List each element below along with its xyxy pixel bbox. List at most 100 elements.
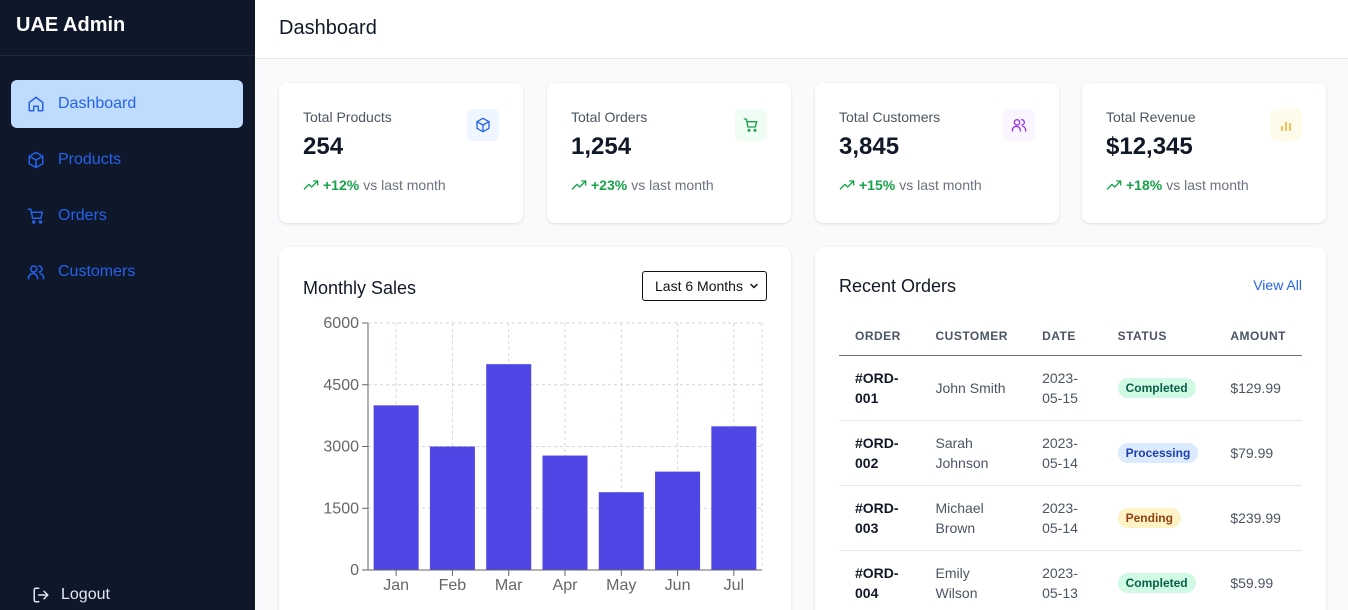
chevron-down-icon (750, 283, 758, 289)
logout-icon (33, 587, 49, 603)
logout-button[interactable]: Logout (32, 585, 110, 605)
amount-cell: $239.99 (1214, 485, 1302, 551)
stat-value: $12,345 (1106, 133, 1193, 160)
status-badge: Completed (1117, 378, 1196, 398)
column-header-amount: AMOUNT (1214, 317, 1302, 356)
x-tick-label: Jul (724, 577, 744, 594)
stat-card-orders: Total Orders 1,254 +23% vs last month (547, 83, 791, 223)
table-row[interactable]: #ORD-002 Sarah Johnson 2023-05-14 Processin… (839, 420, 1302, 486)
bar (598, 492, 644, 570)
trending-up-icon (571, 180, 587, 190)
y-tick-label: 4500 (323, 377, 359, 394)
status-cell: Completed (1101, 550, 1215, 610)
date-cell: 2023-05-13 (1026, 550, 1102, 610)
bar (429, 446, 475, 570)
sidebar-item-label: Customers (58, 263, 136, 280)
logout-label: Logout (61, 586, 110, 603)
box-icon (28, 151, 44, 169)
stat-label: Total Revenue (1106, 109, 1196, 125)
page-title: Dashboard (279, 17, 377, 39)
status-cell: Pending (1101, 485, 1215, 551)
stat-change-suffix: vs last month (1166, 177, 1249, 193)
column-header-order: ORDER (839, 317, 920, 356)
table-row[interactable]: #ORD-004 Emily Wilson 2023-05-13 Completed $… (839, 550, 1302, 610)
column-header-status: STATUS (1101, 317, 1215, 356)
x-tick-label: Jan (383, 577, 409, 594)
stat-card-revenue: Total Revenue $12,345 +18% vs last month (1082, 83, 1326, 223)
stat-trend: +15% vs last month (839, 177, 1035, 193)
status-badge: Processing (1117, 443, 1199, 463)
stat-value: 1,254 (571, 133, 632, 160)
x-tick-label: Jun (665, 577, 691, 594)
sidebar-item-label: Dashboard (58, 95, 137, 112)
column-header-customer: CUSTOMER (919, 317, 1027, 356)
trending-up-icon (303, 180, 319, 190)
sidebar-item-label: Products (58, 151, 122, 168)
sales-range-select[interactable]: Last 6 Months (642, 271, 767, 301)
y-tick-label: 1500 (323, 500, 359, 517)
top-header: Dashboard (255, 0, 1348, 59)
recent-orders-card: Recent Orders View All ORDER CUSTOMER DA… (815, 247, 1326, 610)
stat-change-suffix: vs last month (363, 177, 446, 193)
brand-title: UAE Admin (0, 0, 255, 56)
table-row[interactable]: #ORD-001 John Smith 2023-05-15 Completed $12… (839, 355, 1302, 421)
orders-table-body: #ORD-001 John Smith 2023-05-15 Completed $12… (839, 355, 1302, 610)
orders-table: ORDER CUSTOMER DATE STATUS AMOUNT #ORD-0… (839, 317, 1302, 610)
x-tick-label: Mar (495, 577, 523, 594)
bar (486, 364, 532, 570)
column-header-date: DATE (1026, 317, 1102, 356)
amount-cell: $79.99 (1214, 420, 1302, 486)
amount-cell: $59.99 (1214, 550, 1302, 610)
sidebar-item-label: Orders (58, 207, 107, 224)
sidebar-item-customers[interactable]: Customers (11, 248, 243, 296)
orders-title: Recent Orders (839, 276, 957, 296)
stat-label: Total Products (303, 109, 392, 125)
users-icon (27, 265, 45, 280)
status-badge: Completed (1117, 573, 1196, 593)
x-tick-label: Feb (439, 577, 467, 594)
stat-icon-box (467, 109, 499, 141)
bar (655, 471, 701, 570)
stat-value: 254 (303, 133, 344, 160)
order-id-cell: #ORD-004 (839, 550, 920, 610)
view-all-link[interactable]: View All (1253, 277, 1302, 293)
trending-up-icon (839, 180, 855, 190)
customer-cell: John Smith (919, 355, 1027, 421)
sidebar-nav: Dashboard Products Orders Customers (0, 56, 255, 296)
users-icon (1011, 119, 1027, 132)
stat-change: +23% (591, 177, 628, 193)
bar (542, 455, 588, 570)
sales-range-value: Last 6 Months (655, 278, 743, 294)
status-cell: Completed (1101, 355, 1215, 421)
sidebar-item-dashboard[interactable]: Dashboard (11, 80, 243, 128)
customer-cell: Sarah Johnson (919, 420, 1027, 486)
stat-change: +18% (1126, 177, 1163, 193)
order-id-cell: #ORD-001 (839, 355, 920, 421)
monthly-sales-card: 0 1500 3000 4500 6000 Jan Feb Mar Apr May Jun Jul M… (279, 247, 791, 610)
stat-change: +12% (323, 177, 360, 193)
date-cell: 2023-05-14 (1026, 420, 1102, 486)
stat-label: Total Orders (571, 109, 648, 125)
sidebar-item-orders[interactable]: Orders (11, 192, 243, 240)
order-id-cell: #ORD-002 (839, 420, 920, 486)
y-tick-label: 3000 (323, 439, 359, 456)
sidebar: UAE Admin Dashboard Products Orders Cust… (0, 0, 255, 610)
monthly-sales-chart: 0 1500 3000 4500 6000 Jan Feb Mar Apr May Jun Jul (323, 315, 763, 594)
stat-change-suffix: vs last month (631, 177, 714, 193)
cart-icon (743, 118, 758, 132)
stat-icon-box (1003, 109, 1035, 141)
table-row[interactable]: #ORD-003 Michael Brown 2023-05-14 Pending $2… (839, 485, 1302, 551)
stat-trend: +12% vs last month (303, 177, 499, 193)
stat-label: Total Customers (839, 109, 941, 125)
sidebar-item-products[interactable]: Products (11, 136, 243, 184)
stat-value: 3,845 (839, 133, 900, 160)
trending-up-icon (1106, 180, 1122, 190)
cart-icon (27, 208, 44, 224)
table-header-row: ORDER CUSTOMER DATE STATUS AMOUNT (839, 317, 1302, 356)
bar-chart-icon (1281, 121, 1291, 131)
date-cell: 2023-05-14 (1026, 485, 1102, 551)
stat-icon-box (735, 109, 767, 141)
customer-cell: Emily Wilson (919, 550, 1027, 610)
amount-cell: $129.99 (1214, 355, 1302, 421)
stat-card-customers: Total Customers 3,845 +15% vs last month (815, 83, 1059, 223)
